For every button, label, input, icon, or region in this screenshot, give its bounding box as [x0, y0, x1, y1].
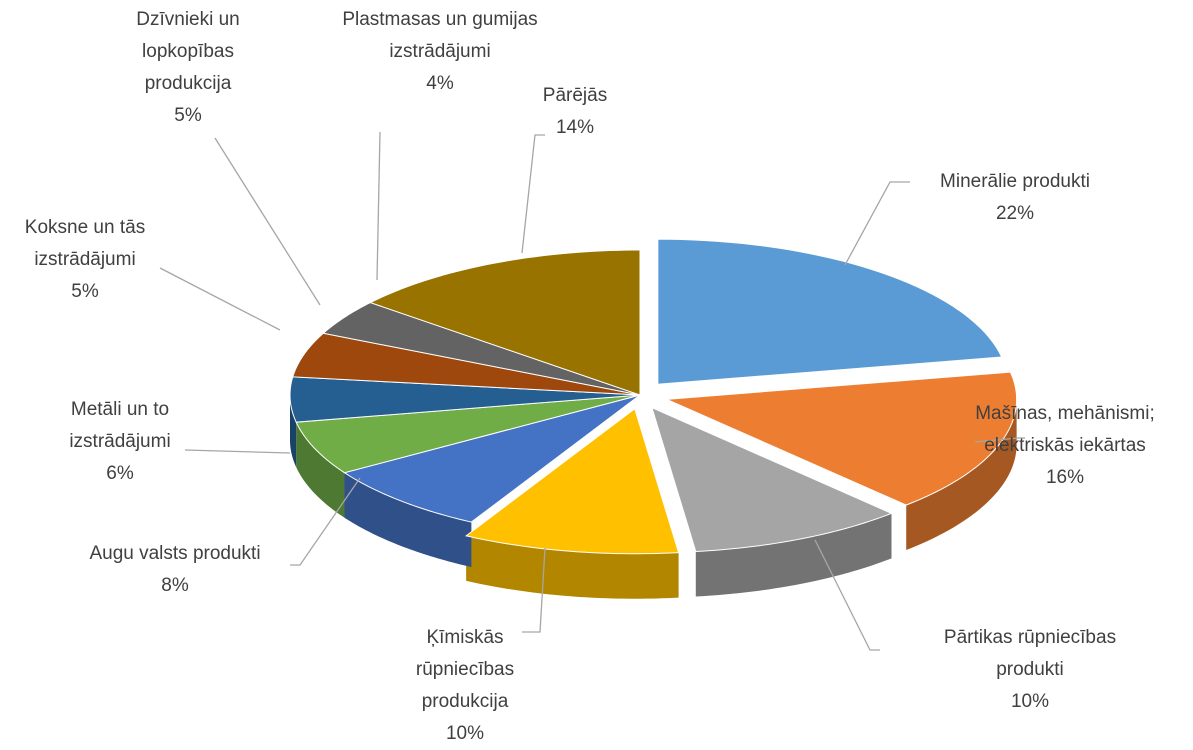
- data-label: Plastmasas un gumijas izstrādājumi 4%: [340, 4, 540, 100]
- leader-line: [521, 134, 545, 254]
- data-label: Pārējās 14%: [525, 80, 625, 144]
- category-label: Minerālie produkti: [940, 171, 1090, 192]
- category-label: Ķīmiskās rūpniecības produkcija: [415, 627, 515, 712]
- category-label: Metāli un to izstrādājumi: [69, 399, 171, 452]
- value-label: 5%: [71, 281, 99, 302]
- data-label: Dzīvnieki un lopkopības produkcija 5%: [126, 4, 251, 132]
- slice: [292, 332, 641, 396]
- data-label: Mašīnas, mehānismi; elektriskās iekārtas…: [970, 398, 1160, 494]
- data-label: Koksne un tās izstrādājumi 5%: [15, 212, 155, 308]
- data-label: Ķīmiskās rūpniecības produkcija 10%: [405, 622, 525, 750]
- category-label: Dzīvnieki un lopkopības produkcija: [136, 9, 240, 94]
- slice: [666, 371, 1018, 506]
- slice: [369, 249, 641, 396]
- category-label: Augu valsts produkti: [89, 543, 261, 564]
- slice-side: [296, 422, 345, 518]
- slice: [657, 238, 1003, 385]
- category-label: Mašīnas, mehānismi; elektriskās iekārtas: [975, 403, 1155, 456]
- leader-line: [814, 539, 880, 651]
- slice: [295, 394, 641, 474]
- data-label: Augu valsts produkti 8%: [50, 538, 300, 602]
- category-label: Pārtikas rūpniecības produkti: [943, 627, 1117, 680]
- slice-side: [695, 513, 892, 597]
- leader-line: [184, 449, 291, 454]
- value-label: 14%: [555, 117, 595, 138]
- leader-line: [974, 437, 1025, 443]
- data-label: Minerālie produkti 22%: [905, 166, 1125, 230]
- category-label: Pārējās: [542, 85, 608, 106]
- value-label: 10%: [1010, 691, 1050, 712]
- slice-side: [344, 472, 472, 568]
- leader-line: [214, 137, 321, 306]
- slice-side: [290, 395, 297, 468]
- category-label: Koksne un tās izstrādājumi: [24, 217, 146, 270]
- value-label: 22%: [995, 203, 1035, 224]
- leader-line: [290, 477, 361, 566]
- slice-side: [466, 535, 679, 599]
- slice: [343, 394, 641, 523]
- value-label: 5%: [174, 105, 202, 126]
- leader-line: [376, 131, 381, 281]
- slice: [651, 406, 893, 553]
- leader-line: [844, 181, 910, 266]
- value-label: 4%: [426, 73, 454, 94]
- data-label: Pārtikas rūpniecības produkti 10%: [930, 622, 1130, 718]
- value-label: 10%: [445, 723, 485, 744]
- slice: [322, 302, 641, 396]
- value-label: 16%: [1045, 467, 1085, 488]
- leader-line: [522, 547, 546, 633]
- data-label: Metāli un to izstrādājumi 6%: [58, 394, 183, 490]
- category-label: Plastmasas un gumijas izstrādājumi: [342, 9, 538, 62]
- leader-line: [159, 267, 281, 331]
- value-label: 8%: [161, 575, 189, 596]
- slice: [289, 376, 641, 423]
- value-label: 6%: [106, 463, 134, 484]
- slice-side: [906, 399, 1017, 551]
- slice: [464, 407, 680, 555]
